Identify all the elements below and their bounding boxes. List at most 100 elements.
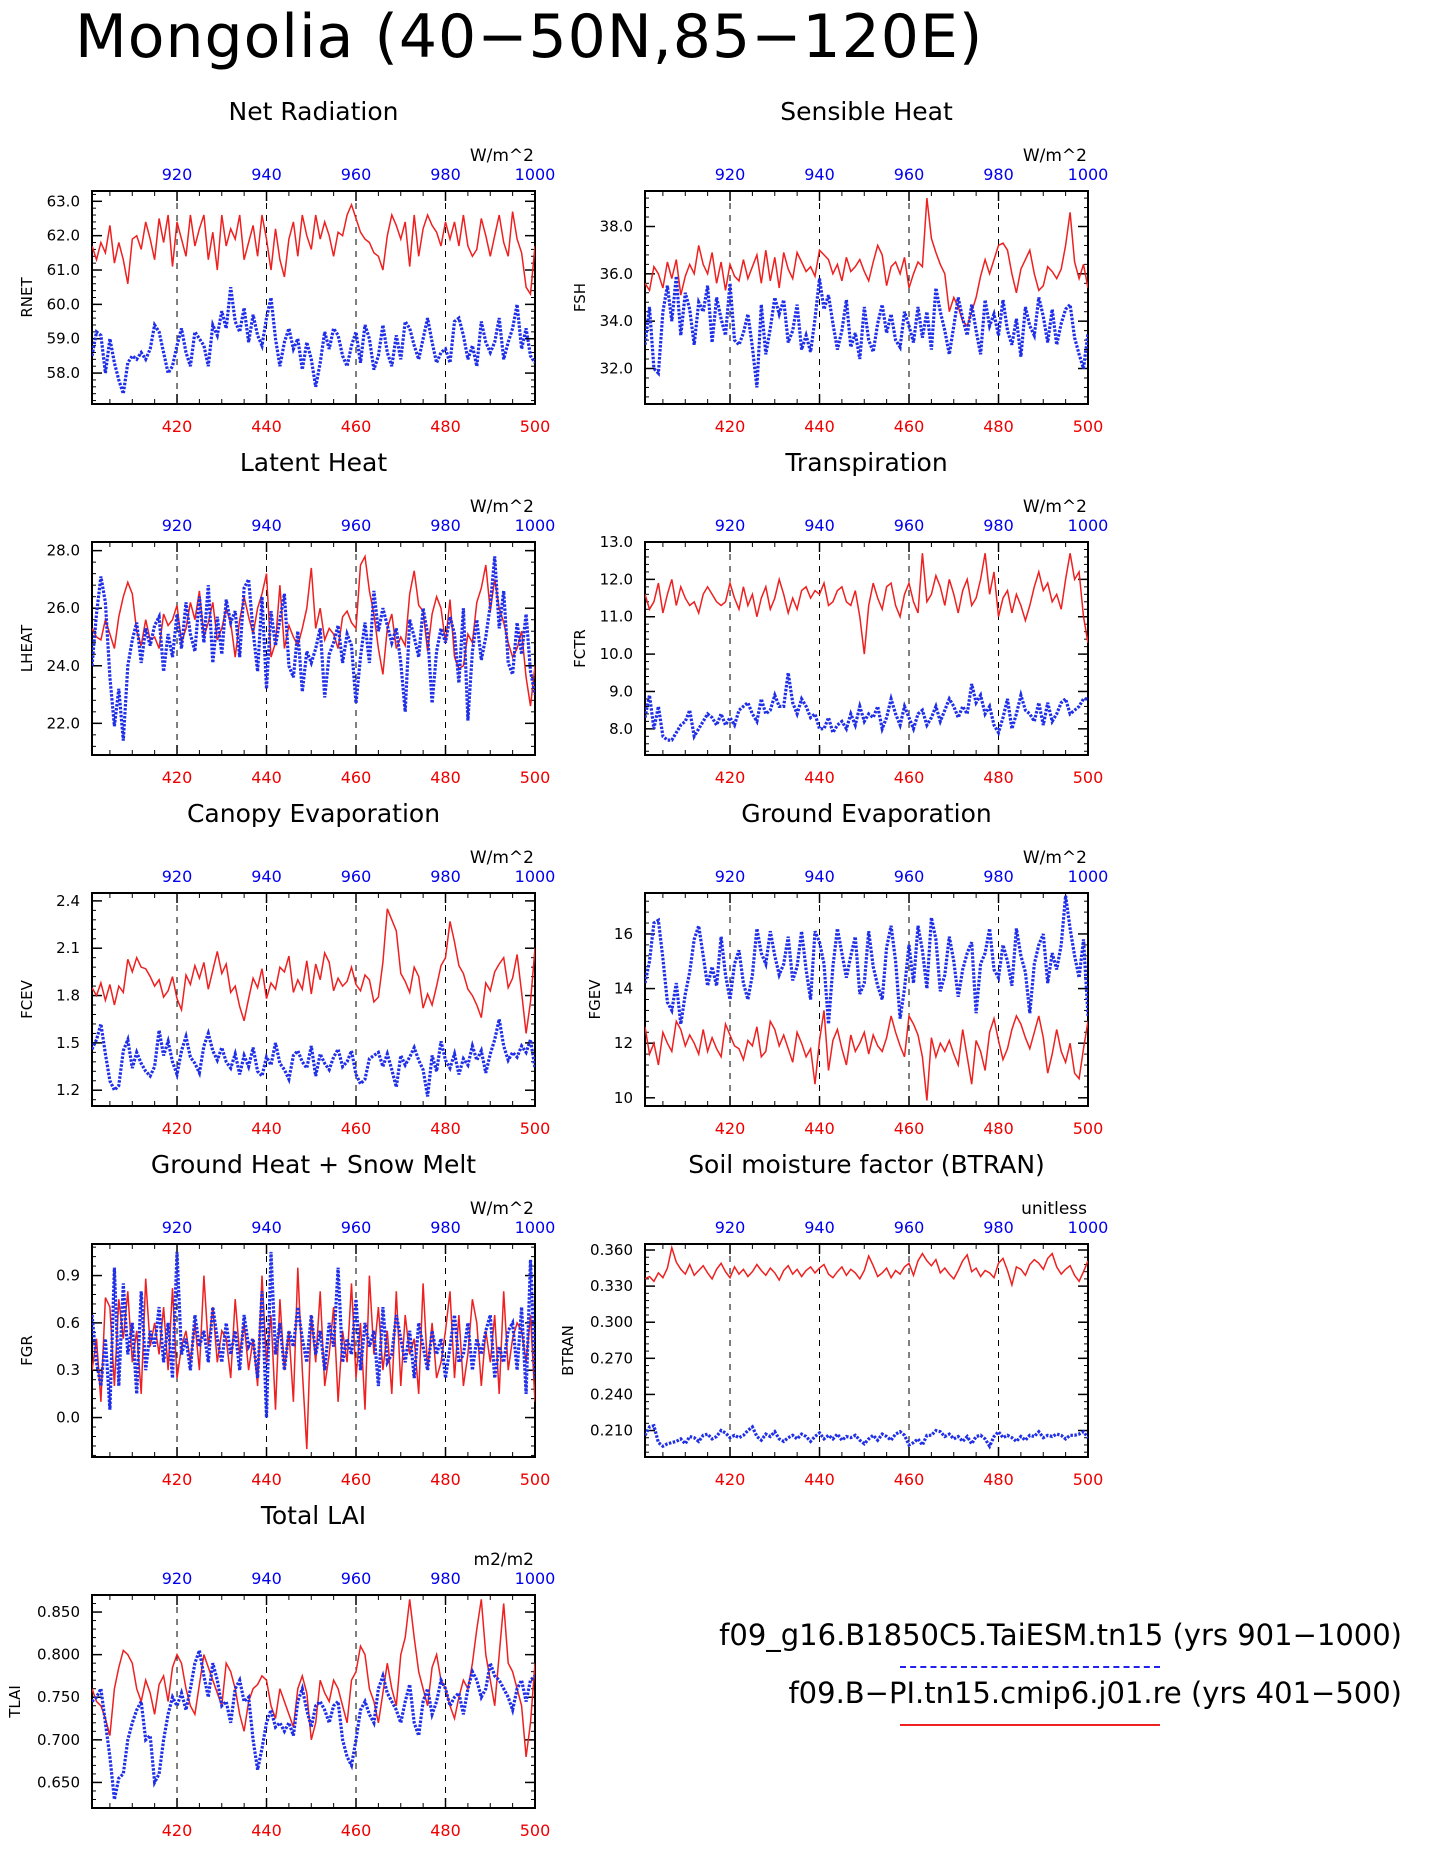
y-tick-label: 9.0 bbox=[609, 682, 633, 700]
legend-label-cmip6: f09.B−PI.tn15.cmip6.j01.re (yrs 401−500) bbox=[788, 1676, 1402, 1710]
y-tick-label: 11.0 bbox=[600, 608, 633, 626]
y-tick-label: 22.0 bbox=[47, 714, 80, 732]
x-top-tick-label: 940 bbox=[251, 1218, 282, 1237]
series-taiesm-line bbox=[92, 286, 535, 395]
panel-fsh: Sensible Heat W/m^2 420 440 460 480 500 920 940 9… bbox=[571, 97, 1108, 436]
units-label: W/m^2 bbox=[1023, 848, 1087, 868]
x-top-tick-label: 920 bbox=[715, 1218, 746, 1237]
x-top-tick-label: 920 bbox=[162, 516, 193, 535]
x-tick-label: 480 bbox=[430, 1470, 461, 1489]
series-taiesm-line bbox=[92, 556, 535, 741]
panel-tlai: Total LAI m2/m2 420 440 460 480 500 920 940 960 98… bbox=[6, 1501, 555, 1840]
x-top-tick-label: 960 bbox=[894, 516, 925, 535]
y-axis-label: FCEV bbox=[18, 979, 36, 1019]
panel-title: Soil moisture factor (BTRAN) bbox=[688, 1150, 1045, 1179]
x-top-tick-label: 920 bbox=[715, 516, 746, 535]
panel-fctr: Transpiration W/m^2 420 440 460 480 500 920 940 9… bbox=[571, 448, 1108, 787]
x-tick-label: 420 bbox=[162, 768, 193, 787]
x-tick-label: 440 bbox=[251, 417, 282, 436]
x-tick-label: 480 bbox=[983, 417, 1014, 436]
x-tick-label: 420 bbox=[715, 1470, 746, 1489]
y-tick-label: 38.0 bbox=[600, 218, 633, 236]
series-taiesm-line bbox=[92, 1018, 535, 1097]
series-taiesm-line bbox=[645, 1423, 1088, 1450]
x-tick-label: 420 bbox=[162, 417, 193, 436]
y-tick-label: 62.0 bbox=[47, 227, 80, 245]
series-taiesm-line bbox=[92, 1644, 535, 1800]
x-tick-label: 460 bbox=[894, 768, 925, 787]
x-top-tick-label: 980 bbox=[983, 516, 1014, 535]
series-cmip6-line bbox=[92, 1599, 535, 1757]
x-tick-label: 440 bbox=[804, 1470, 835, 1489]
x-tick-label: 500 bbox=[520, 417, 551, 436]
x-top-tick-label: 940 bbox=[251, 867, 282, 886]
series-cmip6-line bbox=[92, 908, 535, 1034]
y-tick-label: 8.0 bbox=[609, 720, 633, 738]
x-tick-label: 460 bbox=[341, 1470, 372, 1489]
y-tick-label: 34.0 bbox=[600, 312, 633, 330]
x-top-tick-label: 920 bbox=[715, 165, 746, 184]
x-top-tick-label: 980 bbox=[430, 1569, 461, 1588]
units-label: unitless bbox=[1021, 1199, 1087, 1219]
x-top-tick-label: 920 bbox=[162, 867, 193, 886]
panel-fcev: Canopy Evaporation W/m^2 420 440 460 480 500 92… bbox=[18, 799, 555, 1138]
series-cmip6-line bbox=[92, 202, 535, 297]
legend-swatch-cmip6 bbox=[900, 1724, 1160, 1726]
x-top-tick-label: 920 bbox=[715, 867, 746, 886]
y-axis-label: BTRAN bbox=[559, 1325, 577, 1376]
x-tick-label: 440 bbox=[804, 417, 835, 436]
x-top-tick-label: 960 bbox=[894, 1218, 925, 1237]
x-top-tick-label: 940 bbox=[804, 165, 835, 184]
x-tick-label: 500 bbox=[520, 1821, 551, 1840]
series-cmip6-line bbox=[645, 1244, 1088, 1288]
x-tick-label: 420 bbox=[162, 1821, 193, 1840]
x-tick-label: 460 bbox=[341, 417, 372, 436]
y-tick-label: 1.2 bbox=[56, 1081, 80, 1099]
y-tick-label: 59.0 bbox=[47, 330, 80, 348]
y-tick-label: 0.850 bbox=[37, 1603, 80, 1621]
series-taiesm-line bbox=[92, 1251, 535, 1418]
y-tick-label: 32.0 bbox=[600, 360, 633, 378]
x-top-tick-label: 980 bbox=[983, 165, 1014, 184]
x-tick-label: 420 bbox=[715, 1119, 746, 1138]
y-axis-label: RNET bbox=[18, 277, 36, 318]
x-top-tick-label: 980 bbox=[430, 165, 461, 184]
x-top-tick-label: 960 bbox=[341, 867, 372, 886]
x-tick-label: 460 bbox=[894, 1119, 925, 1138]
y-axis-label: FCTR bbox=[571, 629, 589, 668]
y-tick-label: 58.0 bbox=[47, 364, 80, 382]
plot-frame bbox=[644, 892, 1089, 1107]
x-top-tick-label: 980 bbox=[983, 1218, 1014, 1237]
y-tick-label: 0.700 bbox=[37, 1731, 80, 1749]
y-tick-label: 0.3 bbox=[56, 1361, 80, 1379]
x-tick-label: 480 bbox=[430, 1821, 461, 1840]
x-top-tick-label: 920 bbox=[162, 1218, 193, 1237]
y-tick-label: 1.8 bbox=[56, 987, 80, 1005]
y-tick-label: 1.5 bbox=[56, 1034, 80, 1052]
legend-entry-cmip6: f09.B−PI.tn15.cmip6.j01.re (yrs 401−500) bbox=[620, 1676, 1410, 1734]
x-top-tick-label: 960 bbox=[341, 516, 372, 535]
panel-title: Transpiration bbox=[784, 448, 947, 477]
series-cmip6-line bbox=[645, 553, 1088, 655]
y-tick-label: 2.4 bbox=[56, 892, 80, 910]
series-cmip6-line bbox=[92, 1267, 535, 1450]
y-tick-label: 26.0 bbox=[47, 599, 80, 617]
legend-swatch-taiesm bbox=[900, 1666, 1160, 1668]
x-tick-label: 440 bbox=[251, 768, 282, 787]
x-tick-label: 480 bbox=[983, 1119, 1014, 1138]
legend-entry-taiesm: f09_g16.B1850C5.TaiESM.tn15 (yrs 901−100… bbox=[620, 1618, 1410, 1676]
y-tick-label: 0.210 bbox=[590, 1422, 633, 1440]
x-top-tick-label: 980 bbox=[430, 1218, 461, 1237]
x-tick-label: 440 bbox=[251, 1119, 282, 1138]
x-tick-label: 480 bbox=[983, 1470, 1014, 1489]
y-tick-label: 0.240 bbox=[590, 1385, 633, 1403]
plot-frame bbox=[644, 1243, 1089, 1458]
x-top-tick-label: 920 bbox=[162, 1569, 193, 1588]
x-top-tick-label: 1000 bbox=[515, 1218, 556, 1237]
x-top-tick-label: 980 bbox=[983, 867, 1014, 886]
y-tick-label: 10.0 bbox=[600, 645, 633, 663]
y-tick-label: 0.330 bbox=[590, 1277, 633, 1295]
y-tick-label: 0.360 bbox=[590, 1241, 633, 1259]
y-tick-label: 28.0 bbox=[47, 542, 80, 560]
